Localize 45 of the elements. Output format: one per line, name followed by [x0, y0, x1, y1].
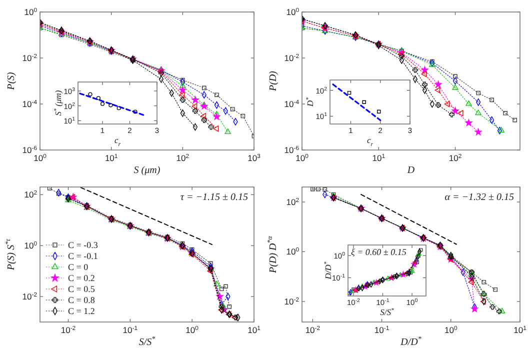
annotation: α = −1.32 ± 0.15 [444, 192, 514, 203]
x-tick-label: 10$^{0}$ [186, 325, 200, 335]
x-tick-label: 10$^{0}$ [296, 153, 310, 163]
legend-label: C = 0.8 [68, 295, 96, 305]
y-tick-label: 10$^{2}$ [24, 190, 37, 200]
x-axis-title: S (μm) [134, 165, 161, 176]
x-axis-title: D [406, 165, 416, 176]
x-axis-title: c$_{r}$ [366, 135, 374, 148]
x-axis-title: S/S$^{*}$ [138, 335, 156, 348]
y-tick-label: 10$^{2}$ [286, 196, 299, 207]
y-tick-label: 10$^{0}$ [24, 240, 38, 251]
y-tick-label: 10$^{-4}$ [284, 99, 300, 109]
x-tick-label: 10$^{-1}$ [122, 325, 138, 335]
annotation: ξ = 0.60 ± 0.15 [351, 247, 407, 257]
legend-label: C = 0.2 [68, 273, 95, 283]
legend-label: C = -0.3 [68, 240, 98, 250]
y-tick-label: 10$^{-2}$ [284, 53, 299, 63]
y-tick-label: 10$^{-2}$ [22, 53, 37, 63]
x-tick-label: 10$^{-2}$ [305, 325, 320, 335]
x-tick-label: 10$^{0}$ [444, 325, 458, 335]
x-tick-label: 10$^{1}$ [514, 325, 528, 335]
x-axis-title: S/S$^{*}$ [380, 307, 394, 317]
y-tick-label: 10$^{-6}$ [284, 145, 300, 155]
y-tick-label: 10$^{0}$ [286, 246, 300, 257]
legend-label: C = -0.1 [68, 251, 98, 261]
x-tick-label: 10$^{1}$ [248, 325, 262, 335]
x-tick-label: 10$^{3}$ [248, 153, 262, 163]
annotation: τ = −1.15 ± 0.15 [180, 192, 248, 203]
x-tick-label: 10$^{0}$ [34, 153, 48, 163]
y-tick-label: 10$^{-4}$ [22, 99, 38, 109]
x-tick-label: 10$^{2}$ [176, 153, 190, 163]
y-tick-label: 10$^{-6}$ [22, 145, 38, 155]
y-tick-label: 10$^{0}$ [286, 7, 300, 17]
x-axis-title: c$_{r}$ [114, 135, 122, 148]
x-tick-label: 10$^{-1}$ [374, 325, 390, 335]
y-axis-title: P(S) [6, 71, 17, 91]
y-tick-label: 10$^{0}$ [24, 7, 38, 17]
y-axis-title: P(D) [268, 70, 279, 92]
x-tick-label: 10$^{2}$ [448, 153, 462, 163]
x-axis-title: D/D$^{*}$ [400, 335, 422, 348]
x-tick-label: 10$^{1}$ [372, 153, 386, 163]
legend-label: C = 1.2 [68, 306, 95, 316]
x-tick-label: 10$^{1}$ [104, 153, 118, 163]
legend-label: C = 0 [68, 262, 89, 272]
legend-label: C = 0.5 [68, 284, 96, 294]
